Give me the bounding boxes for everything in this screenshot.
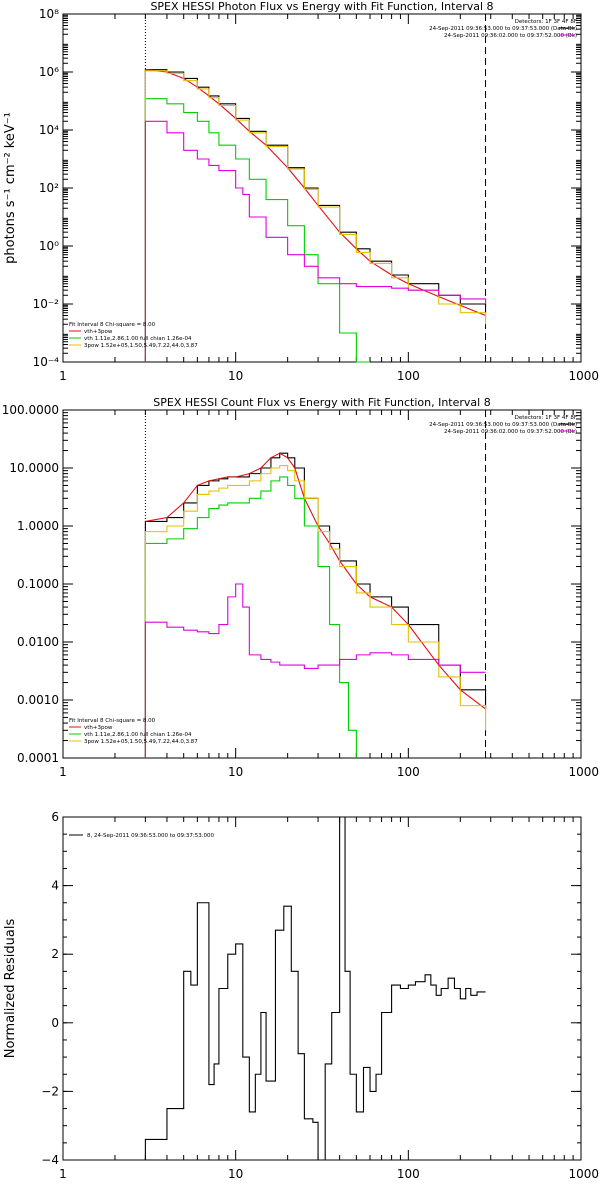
series-line-0 [144, 69, 487, 362]
x-tick-label: 10 [228, 1167, 243, 1181]
x-tick-label: 1 [59, 1167, 67, 1181]
x-tick-label: 10 [228, 369, 243, 383]
y-tick-label: 0 [51, 1016, 59, 1030]
y-tick-label: 0.0010 [17, 693, 59, 707]
y-tick-label: 10² [39, 181, 59, 195]
y-tick-label: 0.0001 [17, 751, 59, 765]
x-tick-label: 1 [59, 369, 67, 383]
y-axis-label: photons s⁻¹ cm⁻² keV⁻¹ [3, 112, 18, 264]
series-line-4 [144, 583, 486, 758]
y-tick-label: 10⁻⁴ [33, 355, 60, 369]
y-tick-label: 10.0000 [9, 461, 59, 475]
y-tick-label: 6 [51, 810, 59, 824]
residuals-panel: 1 10 100 1000 −4 −2 0 2 4 6 Normalized Residuals 8,… [3, 810, 599, 1181]
series-line-2 [144, 98, 371, 363]
fit-legend-line: Fit Interval 8 Chi-square = 8.00 [69, 322, 156, 328]
x-tick-label: 1000 [568, 765, 599, 779]
residual-legend: 8, 24-Sep-2011 09:36:53.000 to 09:37:53.… [87, 833, 214, 839]
series-line-1 [145, 452, 486, 710]
header-line: 24-Sep-2011 09:36:53.000 to 09:37:53.000… [429, 26, 577, 32]
plot-frame [62, 816, 582, 1161]
y-tick-label: 10⁻² [33, 297, 60, 311]
fit-legend-line: 3pow 1.52e+05,1.50,5.49,7.22,44.0,3.87 [84, 739, 198, 745]
x-tick-label: 1 [59, 765, 67, 779]
chart-title: SPEX HESSI Count Flux vs Energy with Fit… [153, 396, 490, 409]
y-axis-label: Normalized Residuals [3, 919, 18, 1059]
series-line-3 [144, 465, 487, 758]
y-tick-label: −4 [41, 1153, 59, 1167]
series-line-4 [144, 120, 487, 362]
plot-frame [62, 13, 582, 363]
y-tick-label: 0.0100 [17, 635, 59, 649]
y-tick-label: −2 [41, 1084, 59, 1098]
y-tick-label: 100.0000 [2, 403, 59, 417]
x-tick-label: 1000 [568, 369, 599, 383]
header-line: Detectors: 1F 3F 4F 8F [515, 19, 577, 25]
y-tick-label: 10⁴ [39, 123, 59, 137]
header-line: 24-Sep-2011 09:36:02.000 to 09:37:52.000… [444, 429, 577, 435]
y-tick-label: 0.1000 [17, 577, 59, 591]
x-tick-label: 10 [228, 765, 243, 779]
chart-title: SPEX HESSI Photon Flux vs Energy with Fi… [150, 0, 493, 13]
fit-legend-line: 3pow 1.52e+05,1.50,5.49,7.22,44.0,3.87 [84, 343, 198, 349]
photon-flux-panel: SPEX HESSI Photon Flux vs Energy with Fi… [3, 0, 599, 383]
header-line: 24-Sep-2011 09:36:02.000 to 09:37:52.000… [444, 33, 577, 39]
series-line-0 [144, 816, 486, 1161]
y-tick-label: 4 [51, 879, 59, 893]
series-line-0 [144, 452, 487, 758]
series-line-1 [145, 69, 486, 317]
count-flux-panel: SPEX HESSI Count Flux vs Energy with Fit… [2, 396, 599, 779]
fit-legend-line: vth 1.11e,2.86,1.00 full chian 1.26e-04 [84, 336, 192, 342]
y-tick-label: 10⁶ [39, 65, 59, 79]
y-tick-label: 10⁸ [39, 7, 59, 21]
x-tick-label: 100 [397, 369, 420, 383]
fit-legend-line: vth+3pow [84, 329, 113, 335]
y-tick-label: 2 [51, 947, 59, 961]
series-line-2 [144, 476, 357, 758]
header-line: 24-Sep-2011 09:36:53.000 to 09:37:53.000… [429, 422, 577, 428]
y-tick-label: 10⁰ [39, 239, 59, 253]
x-tick-label: 100 [397, 1167, 420, 1181]
header-line: Detectors: 1F 3F 4F 8F [515, 415, 577, 421]
series-line-3 [144, 70, 487, 362]
x-tick-label: 100 [397, 765, 420, 779]
x-tick-label: 1000 [568, 1167, 599, 1181]
fit-legend-line: vth 1.11e,2.86,1.00 full chian 1.26e-04 [84, 732, 192, 738]
fit-legend-line: Fit Interval 8 Chi-square = 8.00 [69, 718, 156, 724]
y-tick-label: 1.0000 [17, 519, 59, 533]
plot-frame [62, 409, 582, 759]
fit-legend-line: vth+3pow [84, 725, 113, 731]
